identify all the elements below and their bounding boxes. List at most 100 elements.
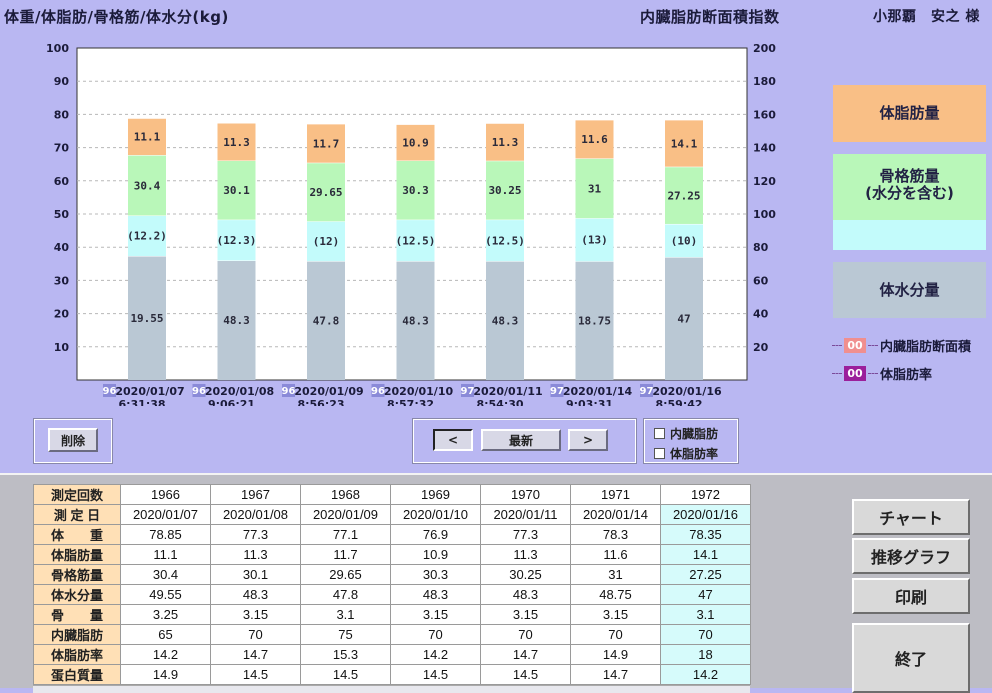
- table-cell[interactable]: 3.1: [660, 604, 751, 625]
- table-cell[interactable]: 77.3: [480, 524, 571, 545]
- table-cell[interactable]: 11.6: [570, 544, 661, 565]
- table-cell[interactable]: 27.25: [660, 564, 751, 585]
- table-cell[interactable]: 70: [480, 624, 571, 645]
- table-cell[interactable]: 14.5: [300, 664, 391, 685]
- table-cell[interactable]: 14.7: [480, 644, 571, 665]
- table-cell[interactable]: 77.3: [210, 524, 301, 545]
- exit-button[interactable]: 終了: [852, 623, 970, 693]
- checkbox-box[interactable]: [654, 428, 665, 439]
- table-cell[interactable]: 14.9: [570, 644, 661, 665]
- table-cell[interactable]: 76.9: [390, 524, 481, 545]
- table-cell[interactable]: 30.4: [120, 564, 211, 585]
- table-cell[interactable]: 2020/01/14: [570, 504, 661, 525]
- table-cell[interactable]: 14.1: [660, 544, 751, 565]
- table-cell[interactable]: 30.1: [210, 564, 301, 585]
- legend-body-fat-label: 体脂肪量: [879, 104, 940, 122]
- table-cell[interactable]: 78.3: [570, 524, 661, 545]
- table-cell[interactable]: 1970: [480, 484, 571, 505]
- table-cell[interactable]: 14.2: [120, 644, 211, 665]
- table-cell[interactable]: 14.5: [480, 664, 571, 685]
- table-cell[interactable]: 2020/01/11: [480, 504, 571, 525]
- table-cell[interactable]: 1969: [390, 484, 481, 505]
- table-cell[interactable]: 14.7: [210, 644, 301, 665]
- table-cell[interactable]: 3.15: [390, 604, 481, 625]
- checkbox-box[interactable]: [654, 448, 665, 459]
- table-cell[interactable]: 70: [570, 624, 661, 645]
- table-cell[interactable]: 3.1: [300, 604, 391, 625]
- table-cell[interactable]: 48.3: [210, 584, 301, 605]
- fat-rate-checkbox-label: 体脂肪率: [670, 447, 719, 461]
- table-cell[interactable]: 10.9: [390, 544, 481, 565]
- table-cell[interactable]: 1972: [660, 484, 751, 505]
- delete-button[interactable]: 削除: [48, 428, 98, 452]
- horizontal-scrollbar[interactable]: [33, 685, 750, 693]
- overlay-group: [643, 418, 739, 464]
- table-cell[interactable]: 65: [120, 624, 211, 645]
- category-time: 8:56:23: [297, 398, 344, 406]
- table-cell[interactable]: 75: [300, 624, 391, 645]
- table-cell[interactable]: 70: [390, 624, 481, 645]
- next-button[interactable]: >: [568, 429, 608, 451]
- table-cell[interactable]: 15.3: [300, 644, 391, 665]
- table-cell[interactable]: 49.55: [120, 584, 211, 605]
- table-cell[interactable]: 14.9: [120, 664, 211, 685]
- table-cell[interactable]: 47: [660, 584, 751, 605]
- table-cell[interactable]: 1971: [570, 484, 661, 505]
- table-cell[interactable]: 11.3: [480, 544, 571, 565]
- category-date: 2020/01/10: [384, 385, 454, 398]
- table-cell[interactable]: 3.25: [120, 604, 211, 625]
- table-cell[interactable]: 70: [210, 624, 301, 645]
- category-index-badge: [103, 384, 116, 397]
- table-cell[interactable]: 2020/01/10: [390, 504, 481, 525]
- table-cell[interactable]: 29.65: [300, 564, 391, 585]
- chart-button[interactable]: チャート: [852, 499, 970, 535]
- table-cell[interactable]: 77.1: [300, 524, 391, 545]
- table-cell[interactable]: 14.5: [390, 664, 481, 685]
- row-header: 骨 量: [33, 604, 121, 625]
- table-cell[interactable]: 30.3: [390, 564, 481, 585]
- table-cell[interactable]: 2020/01/07: [120, 504, 211, 525]
- table-cell[interactable]: 18: [660, 644, 751, 665]
- table-cell[interactable]: 3.15: [210, 604, 301, 625]
- fat-rate-checkbox[interactable]: 体脂肪率: [654, 445, 718, 462]
- table-cell[interactable]: 14.2: [390, 644, 481, 665]
- table-cell[interactable]: 11.1: [120, 544, 211, 565]
- table-cell[interactable]: 31: [570, 564, 661, 585]
- table-cell[interactable]: 48.3: [390, 584, 481, 605]
- table-cell[interactable]: 14.5: [210, 664, 301, 685]
- right-tick-label: 20: [753, 341, 769, 354]
- table-cell[interactable]: 48.3: [480, 584, 571, 605]
- prev-button[interactable]: <: [433, 429, 473, 451]
- trend-graph-button[interactable]: 推移グラフ: [852, 538, 970, 574]
- bar-data-label: (12.5): [396, 234, 436, 247]
- table-cell[interactable]: 2020/01/16: [660, 504, 751, 525]
- right-tick-label: 80: [753, 241, 769, 254]
- bar-segment-fat: [396, 124, 435, 161]
- print-button[interactable]: 印刷: [852, 578, 970, 614]
- table-cell[interactable]: 2020/01/09: [300, 504, 391, 525]
- table-cell[interactable]: 14.2: [660, 664, 751, 685]
- measurement-table: 測定回数 1966 1967 1968 1969 1970 1971 1972 測 定 日 202…: [33, 484, 751, 685]
- table-cell[interactable]: 3.15: [480, 604, 571, 625]
- table-cell[interactable]: 11.7: [300, 544, 391, 565]
- category-date: 2020/01/11: [473, 385, 542, 398]
- latest-button[interactable]: 最新: [481, 429, 561, 451]
- table-cell[interactable]: 3.15: [570, 604, 661, 625]
- table-cell[interactable]: 14.7: [570, 664, 661, 685]
- bar-segment-fat: [217, 123, 256, 161]
- table-cell[interactable]: 48.75: [570, 584, 661, 605]
- table-cell[interactable]: 1968: [300, 484, 391, 505]
- table-cell[interactable]: 47.8: [300, 584, 391, 605]
- visceral-checkbox[interactable]: 内臓脂肪: [654, 425, 718, 442]
- table-cell[interactable]: 70: [660, 624, 751, 645]
- bar-data-label: 48.3: [492, 315, 519, 328]
- table-cell[interactable]: 30.25: [480, 564, 571, 585]
- bar-segment-muscle: [128, 155, 166, 216]
- table-cell[interactable]: 1966: [120, 484, 211, 505]
- table-cell[interactable]: 2020/01/08: [210, 504, 301, 525]
- table-cell[interactable]: 78.35: [660, 524, 751, 545]
- table-cell[interactable]: 78.85: [120, 524, 211, 545]
- table-cell[interactable]: 1967: [210, 484, 301, 505]
- left-tick-label: 30: [54, 274, 70, 287]
- table-cell[interactable]: 11.3: [210, 544, 301, 565]
